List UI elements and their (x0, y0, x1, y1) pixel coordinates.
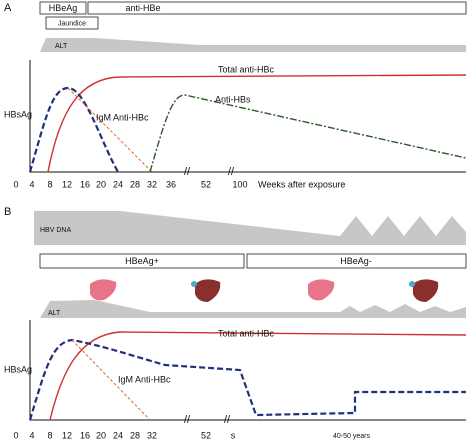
curve-label: Total anti-HBc (218, 328, 275, 338)
x-axis-label: Weeks after exposure (258, 179, 345, 189)
alt-label: ALT (48, 310, 61, 317)
drop-icon (191, 281, 197, 287)
panel-label: B (4, 206, 11, 218)
x-tick-label: 52 (201, 430, 211, 440)
axis-break: // (184, 166, 191, 178)
x-tick-label: 0 (13, 179, 18, 189)
hbv-dna-shape (34, 211, 466, 245)
x-tick-label: 24 (113, 430, 123, 440)
x-tick-label: 16 (80, 179, 90, 189)
x-tick-label: s (231, 430, 236, 440)
x-tick-label: 8 (47, 430, 52, 440)
panel-label: A (4, 2, 12, 14)
curve-label: Total anti-HBc (218, 64, 275, 74)
phase-box (246, 253, 467, 269)
axis-break: // (184, 414, 191, 426)
x-tick-label: 52 (201, 179, 211, 189)
liver-icon (413, 279, 439, 302)
x-tick-label: 24 (113, 179, 123, 189)
liver-icon (195, 279, 221, 302)
igm-curve (67, 87, 153, 173)
curve-label: HBsAg (4, 109, 32, 119)
phase-box (39, 253, 245, 269)
phase-label: HBeAg+ (125, 256, 159, 266)
axis-break: // (228, 166, 235, 178)
jaundice-box (45, 16, 99, 30)
x-tick-label: 32 (147, 430, 157, 440)
drop-icon (409, 281, 415, 287)
hbsag-curve (28, 338, 466, 421)
anti-hbs-curve (149, 94, 467, 173)
alt-label: ALT (55, 43, 68, 50)
curve-label: HBsAg (4, 364, 32, 374)
x-tick-label: 20 (96, 179, 106, 189)
curve-label: IgM Anti-HBc (118, 374, 171, 384)
x-tick-label: 4 (29, 430, 34, 440)
x-tick-label: 20 (96, 430, 106, 440)
curve-label: IgM Anti-HBc (96, 112, 149, 122)
x-tick-label: 0 (13, 430, 18, 440)
x-tick-label: 4 (29, 179, 34, 189)
curve-label: Anti-HBs (215, 94, 251, 104)
x-ticks: 0 4 8 12 16 20 24 28 32 52 s (13, 430, 235, 440)
igm-curve (71, 339, 151, 421)
x-tick-label: 32 (147, 179, 157, 189)
total-anti-hbc-curve (49, 331, 467, 421)
x-tick-label: 28 (130, 430, 140, 440)
phase-label: HBeAg- (340, 256, 372, 266)
alt-shape (40, 38, 466, 52)
phase-box (87, 1, 467, 15)
x-ticks: 0 4 8 12 16 20 24 28 32 36 52 100 (13, 179, 247, 189)
liver-icon (90, 279, 117, 301)
x-tick-label: 28 (130, 179, 140, 189)
phase-box (39, 1, 87, 15)
liver-icons (90, 279, 439, 302)
x-tick-label: 12 (62, 179, 72, 189)
x-tick-label: 16 (80, 430, 90, 440)
phase-label: HBeAg (49, 3, 78, 13)
x-tick-label: 36 (166, 179, 176, 189)
axis-break: // (224, 414, 231, 426)
hbv-dna-label: HBV DNA (40, 227, 71, 234)
alt-shape (40, 300, 466, 318)
x-axis-label: 40-50 years (333, 433, 370, 440)
total-anti-hbc-curve (47, 74, 467, 173)
x-tick-label: 12 (62, 430, 72, 440)
phase-label: anti-HBe (125, 3, 160, 13)
x-tick-label: 8 (47, 179, 52, 189)
x-tick-label: 100 (232, 179, 247, 189)
jaundice-label: Jaundice (58, 20, 86, 27)
liver-icon (308, 279, 335, 301)
